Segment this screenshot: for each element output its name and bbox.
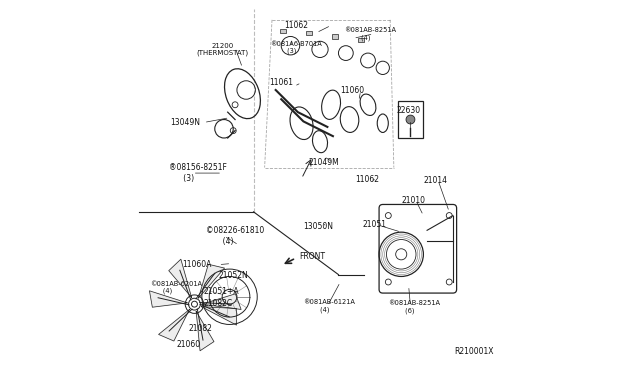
Bar — [332, 34, 338, 39]
Bar — [397, 101, 424, 138]
Text: 21082: 21082 — [188, 324, 212, 333]
Text: 21051: 21051 — [362, 220, 387, 229]
Text: 21060: 21060 — [177, 340, 201, 349]
Text: 21010: 21010 — [401, 196, 425, 205]
Text: 21051+A: 21051+A — [204, 287, 239, 296]
Text: 21014: 21014 — [424, 176, 447, 185]
Text: 21052N: 21052N — [218, 271, 248, 280]
Text: 21049M: 21049M — [309, 157, 340, 167]
Text: 11061: 11061 — [269, 78, 293, 87]
Text: 11060: 11060 — [340, 86, 364, 95]
Text: ®081AB-8251A
        (6): ®081AB-8251A (6) — [388, 300, 440, 314]
Text: 11062: 11062 — [284, 21, 308, 30]
Text: 21082C: 21082C — [204, 299, 233, 308]
Text: ®081AB-6121A
        (4): ®081AB-6121A (4) — [303, 299, 355, 313]
Text: FRONT: FRONT — [300, 252, 326, 262]
Text: 13049N: 13049N — [170, 118, 200, 127]
Polygon shape — [169, 259, 191, 297]
Text: ®08156-8251F
      (3): ®08156-8251F (3) — [168, 163, 227, 183]
Text: ©081AB-6201A
      (4): ©081AB-6201A (4) — [150, 281, 202, 294]
Text: R210001X: R210001X — [454, 347, 493, 356]
Polygon shape — [196, 311, 214, 351]
Text: ®081AB-8251A
        (4): ®081AB-8251A (4) — [344, 27, 396, 41]
Polygon shape — [159, 310, 189, 341]
Polygon shape — [150, 291, 187, 307]
Text: 21200
(THERMOSTAT): 21200 (THERMOSTAT) — [196, 43, 248, 56]
Bar — [306, 31, 312, 35]
Bar — [358, 38, 364, 42]
Text: 22630: 22630 — [397, 106, 420, 115]
Polygon shape — [202, 307, 236, 325]
Text: 11060A: 11060A — [182, 260, 211, 269]
Bar — [280, 29, 286, 33]
Polygon shape — [202, 294, 241, 310]
Text: 11062: 11062 — [355, 175, 379, 184]
Circle shape — [406, 115, 415, 124]
Text: 13050N: 13050N — [303, 222, 333, 231]
Text: ®081A6-B701A
        (3): ®081A6-B701A (3) — [270, 41, 322, 54]
Text: ©08226-61810
       (4): ©08226-61810 (4) — [205, 226, 264, 246]
Polygon shape — [198, 264, 225, 298]
